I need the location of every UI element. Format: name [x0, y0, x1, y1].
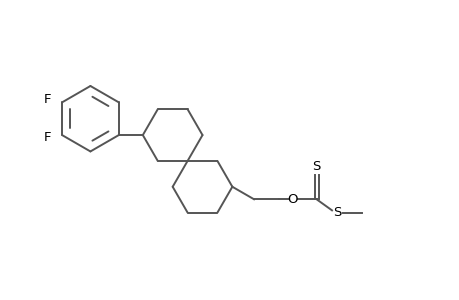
Text: F: F [44, 93, 51, 106]
Text: O: O [287, 193, 297, 206]
Text: F: F [44, 131, 51, 144]
Text: S: S [332, 206, 341, 219]
Text: S: S [312, 160, 320, 172]
